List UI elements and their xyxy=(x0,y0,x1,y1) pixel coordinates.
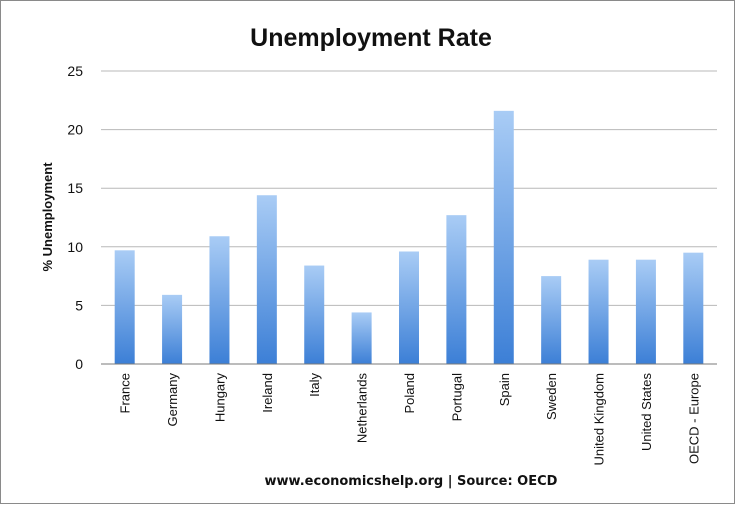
bar-united-kingdom xyxy=(588,259,609,364)
bar-germany xyxy=(162,294,183,364)
bar-netherlands xyxy=(351,312,372,364)
x-tick-label: Hungary xyxy=(212,373,227,423)
x-tick-label: OECD - Europe xyxy=(686,373,701,464)
y-tick-label: 5 xyxy=(75,297,83,313)
y-tick-label: 10 xyxy=(67,239,83,255)
chart-footer: www.economicshelp.org | Source: OECD xyxy=(265,474,558,489)
x-tick-label: Ireland xyxy=(260,373,275,413)
x-tick-label: Sweden xyxy=(544,373,559,420)
x-tick-label: United Kingdom xyxy=(592,373,607,466)
y-tick-label: 20 xyxy=(67,122,83,138)
x-tick-label: United States xyxy=(639,373,654,452)
bar-italy xyxy=(304,265,325,364)
x-tick-label: Germany xyxy=(165,373,180,427)
bar-france xyxy=(114,250,135,364)
chart-title: Unemployment Rate xyxy=(250,24,492,52)
y-tick-label: 0 xyxy=(75,356,83,372)
x-tick-label: Spain xyxy=(497,373,512,406)
bar-united-states xyxy=(635,259,656,364)
x-tick-label: Italy xyxy=(307,373,322,397)
bar-spain xyxy=(493,110,514,365)
x-tick-label: Poland xyxy=(402,373,417,413)
y-tick-label: 15 xyxy=(67,180,83,196)
y-axis-label: % Unemployment xyxy=(40,162,55,272)
y-axis-ticks: 0 5 10 15 20 25 xyxy=(67,63,83,372)
x-axis-ticks: France Germany Hungary Ireland Italy Netherla… xyxy=(118,373,702,466)
bar-ireland xyxy=(256,195,277,364)
bar-poland xyxy=(399,251,419,364)
x-tick-label: Netherlands xyxy=(355,373,370,444)
y-tick-label: 25 xyxy=(67,63,83,79)
x-tick-label: Portugal xyxy=(449,373,464,422)
bar-portugal xyxy=(446,215,467,364)
bars xyxy=(114,110,704,365)
bar-oecd-europe xyxy=(683,252,704,364)
bar-hungary xyxy=(209,236,230,364)
x-tick-label: France xyxy=(118,373,133,413)
bar-sweden xyxy=(541,276,562,364)
gridlines xyxy=(101,70,717,306)
